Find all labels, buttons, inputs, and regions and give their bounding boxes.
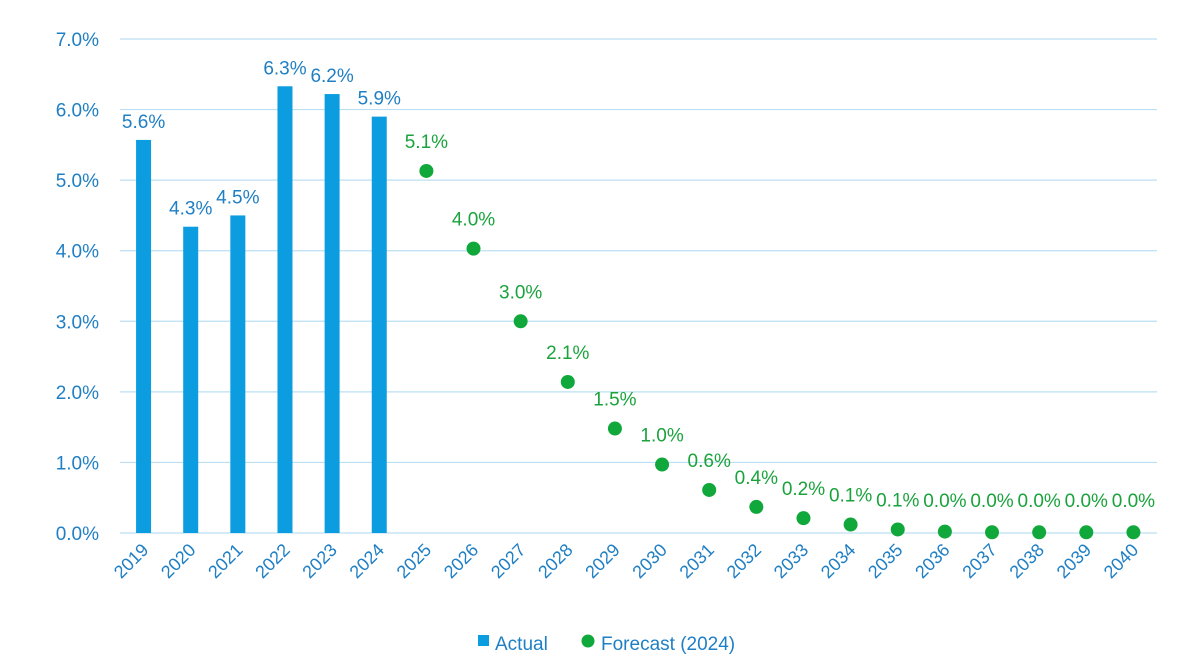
data-labels: 5.6% 4.3%4.5% 6.3% 6.2%5.9% 5.1% 4.0% 3.0% 2.1%… xyxy=(122,58,1155,512)
data-label-forecast-2039: 0.0% xyxy=(1065,491,1108,512)
data-label-forecast-2036: 0.0% xyxy=(923,491,966,512)
actual-bars xyxy=(136,86,387,533)
x-tick-label: 2026 xyxy=(440,540,482,582)
data-label-actual-2022: 6.3% xyxy=(263,58,306,79)
x-tick-label: 2034 xyxy=(817,540,859,582)
bar-actual-2020 xyxy=(183,226,199,533)
data-label-forecast-2032: 0.4% xyxy=(735,468,778,489)
data-label-forecast-2040: 0.0% xyxy=(1112,491,1155,512)
legend-label-actual: Actual xyxy=(495,634,548,655)
data-label-actual-2021: 4.5% xyxy=(216,187,259,208)
forecast-points xyxy=(419,163,1141,540)
y-tick-label: 7.0% xyxy=(56,30,99,51)
x-tick-label: 2019 xyxy=(110,540,152,582)
x-tick-label: 2020 xyxy=(157,540,199,582)
y-tick-label: 3.0% xyxy=(56,312,99,333)
x-tick-label: 2030 xyxy=(628,540,670,582)
x-tick-label: 2021 xyxy=(204,540,246,582)
point-forecast-2037 xyxy=(985,525,1000,540)
y-tick-label: 5.0% xyxy=(56,171,99,192)
data-label-forecast-2033: 0.2% xyxy=(782,479,825,500)
y-axis: 0.0% 1.0% 2.0% 3.0% 4.0% 5.0% 6.0% 7.0% xyxy=(56,30,99,545)
data-label-forecast-2030: 1.0% xyxy=(640,426,683,447)
point-forecast-2028 xyxy=(560,374,575,389)
point-forecast-2036 xyxy=(937,524,952,539)
legend-label-forecast: Forecast (2024) xyxy=(601,634,735,655)
point-forecast-2025 xyxy=(419,163,434,178)
data-label-forecast-2026: 4.0% xyxy=(452,210,495,231)
data-label-forecast-2038: 0.0% xyxy=(1018,491,1061,512)
x-tick-label: 2024 xyxy=(346,540,388,582)
bar-actual-2021 xyxy=(230,215,246,533)
x-tick-label: 2037 xyxy=(958,540,1000,582)
data-label-actual-2020: 4.3% xyxy=(169,199,212,220)
data-label-forecast-2031: 0.6% xyxy=(688,451,731,472)
x-tick-label: 2027 xyxy=(487,540,529,582)
data-label-forecast-2025: 5.1% xyxy=(405,132,448,153)
x-tick-label: 2038 xyxy=(1006,540,1048,582)
data-label-forecast-2035: 0.1% xyxy=(876,490,919,511)
point-forecast-2038 xyxy=(1032,525,1047,540)
x-axis: 2019 2020 2021 2022 2023 2024 2025 2026 2027 2028… xyxy=(110,540,1142,582)
gridlines xyxy=(120,38,1157,534)
point-forecast-2035 xyxy=(890,522,905,537)
data-label-forecast-2037: 0.0% xyxy=(970,491,1013,512)
point-forecast-2030 xyxy=(655,457,670,472)
data-label-forecast-2034: 0.1% xyxy=(829,486,872,507)
bar-actual-2019 xyxy=(136,139,152,533)
y-tick-label: 6.0% xyxy=(56,101,99,122)
bar-actual-2022 xyxy=(277,86,293,533)
x-tick-label: 2022 xyxy=(251,540,293,582)
x-tick-label: 2023 xyxy=(298,540,340,582)
bar-actual-2023 xyxy=(324,94,340,533)
data-label-forecast-2028: 2.1% xyxy=(546,343,589,364)
x-tick-label: 2036 xyxy=(911,540,953,582)
point-forecast-2039 xyxy=(1079,525,1094,540)
point-forecast-2040 xyxy=(1126,525,1141,540)
legend-marker-actual xyxy=(478,635,489,646)
point-forecast-2032 xyxy=(749,499,764,514)
point-forecast-2034 xyxy=(843,517,858,532)
x-tick-label: 2029 xyxy=(581,540,623,582)
x-tick-label: 2039 xyxy=(1053,540,1095,582)
x-tick-label: 2031 xyxy=(676,540,718,582)
x-tick-label: 2025 xyxy=(393,540,435,582)
y-tick-label: 0.0% xyxy=(56,524,99,545)
legend: Actual Forecast (2024) xyxy=(478,634,735,655)
data-label-forecast-2029: 1.5% xyxy=(593,390,636,411)
x-tick-label: 2035 xyxy=(864,540,906,582)
point-forecast-2031 xyxy=(702,482,717,497)
legend-marker-forecast xyxy=(581,634,595,648)
data-label-forecast-2027: 3.0% xyxy=(499,282,542,303)
data-label-actual-2019: 5.6% xyxy=(122,112,165,133)
bar-actual-2024 xyxy=(371,116,387,533)
point-forecast-2033 xyxy=(796,511,811,526)
x-tick-label: 2040 xyxy=(1100,540,1142,582)
x-tick-label: 2033 xyxy=(770,540,812,582)
x-tick-label: 2028 xyxy=(534,540,576,582)
y-tick-label: 2.0% xyxy=(56,383,99,404)
data-label-actual-2023: 6.2% xyxy=(310,66,353,87)
point-forecast-2029 xyxy=(607,421,622,436)
y-tick-label: 1.0% xyxy=(56,453,99,474)
point-forecast-2026 xyxy=(466,241,481,256)
y-tick-label: 4.0% xyxy=(56,242,99,263)
point-forecast-2027 xyxy=(513,314,528,329)
data-label-actual-2024: 5.9% xyxy=(358,89,401,110)
x-tick-label: 2032 xyxy=(723,540,765,582)
